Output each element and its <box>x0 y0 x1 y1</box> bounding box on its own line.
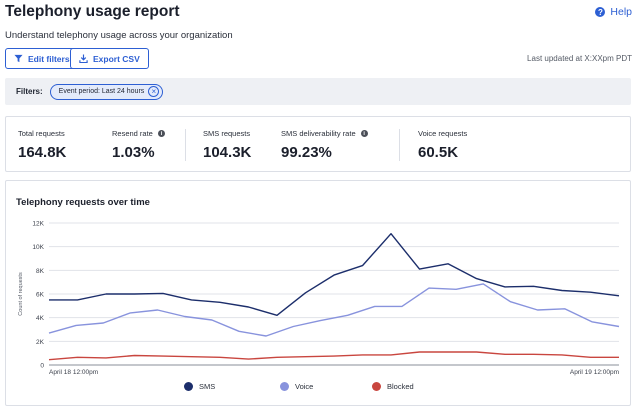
series-line-voice <box>48 283 620 337</box>
metric-label: Resend rate <box>112 129 153 138</box>
metric-value: 1.03% <box>112 144 155 161</box>
metric-sms-deliverability-rate: SMS deliverability rate i 99.23% <box>281 129 368 161</box>
x-tick-label: April 19 12:00pm <box>570 369 619 376</box>
metric-divider <box>399 129 400 161</box>
page-subtitle: Understand telephony usage across your o… <box>5 30 233 41</box>
last-updated-text: Last updated at X:XXpm PDT <box>527 54 632 63</box>
metric-value: 164.8K <box>18 144 67 161</box>
metric-label: SMS requests <box>203 129 251 138</box>
metric-label: SMS deliverability rate <box>281 129 356 138</box>
line-chart: 0 2K 4K 6K 8K 10K 12K Count of requests April 18… <box>18 221 620 376</box>
edit-filters-button[interactable]: Edit filters <box>5 48 79 69</box>
filter-icon <box>14 54 23 63</box>
y-tick-label: 10K <box>32 244 44 251</box>
export-csv-label: Export CSV <box>93 53 140 64</box>
metric-sms-requests: SMS requests 104.3K <box>203 129 251 161</box>
x-tick-label: April 18 12:00pm <box>49 369 98 376</box>
y-axis-label: Count of requests <box>18 272 24 316</box>
filters-label: Filters: <box>16 87 43 96</box>
download-icon <box>79 54 88 63</box>
metric-label: Voice requests <box>418 129 468 138</box>
legend-label: SMS <box>199 382 216 391</box>
y-tick-label: 4K <box>36 315 45 322</box>
metric-value: 99.23% <box>281 144 332 161</box>
filter-chip-label: Event period: Last 24 hours <box>58 88 145 95</box>
metric-divider <box>185 129 186 161</box>
info-icon[interactable]: i <box>157 130 165 137</box>
metric-value: 104.3K <box>203 144 252 161</box>
metric-label: Total requests <box>18 129 65 138</box>
series-line-blocked <box>48 351 619 361</box>
legend-swatch <box>184 382 193 391</box>
legend-item-blocked[interactable]: Blocked <box>372 382 414 391</box>
help-link[interactable]: ? Help <box>595 6 632 18</box>
metric-total-requests: Total requests 164.8K <box>18 129 66 161</box>
y-tick-label: 2K <box>36 339 45 346</box>
question-circle-icon: ? <box>595 7 606 17</box>
legend-item-voice[interactable]: Voice <box>280 382 313 391</box>
help-label: Help <box>610 6 632 18</box>
chart-title: Telephony requests over time <box>16 197 150 208</box>
legend-item-sms[interactable]: SMS <box>184 382 215 391</box>
filters-bar: Filters: Event period: Last 24 hours × <box>5 78 631 105</box>
series-line-sms <box>49 233 620 317</box>
y-tick-label: 0 <box>40 363 44 370</box>
legend-label: Blocked <box>387 382 414 391</box>
y-tick-label: 12K <box>32 221 44 228</box>
page-header: Telephony usage report ? Help Understand… <box>0 0 640 80</box>
legend-swatch <box>372 382 381 391</box>
metric-voice-requests: Voice requests 60.5K <box>418 129 467 161</box>
close-icon[interactable]: × <box>148 86 160 97</box>
metrics-card: Total requests 164.8K Resend rate i 1.03%… <box>5 116 631 172</box>
y-tick-label: 8K <box>36 268 45 275</box>
page-title: Telephony usage report <box>5 3 180 20</box>
legend-swatch <box>280 382 289 391</box>
metric-value: 60.5K <box>418 144 459 161</box>
filter-chip-event-period[interactable]: Event period: Last 24 hours × <box>49 83 164 100</box>
export-csv-button[interactable]: Export CSV <box>70 48 149 69</box>
edit-filters-label: Edit filters <box>28 53 70 64</box>
metric-resend-rate: Resend rate i 1.03% <box>112 129 165 161</box>
chart-card: Telephony requests over time 0 2K 4K 6K 8K 10… <box>5 180 631 406</box>
y-tick-label: 6K <box>36 292 45 299</box>
legend-label: Voice <box>295 382 314 391</box>
info-icon[interactable]: i <box>360 130 368 137</box>
